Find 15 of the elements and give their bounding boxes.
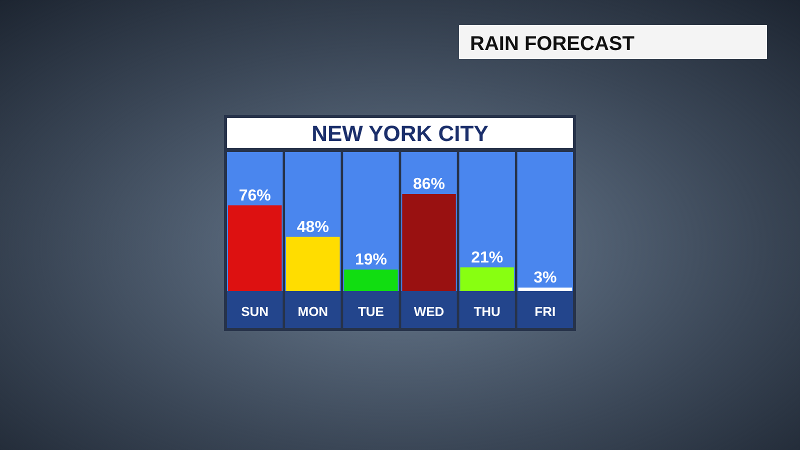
data-label: 86%	[413, 176, 446, 193]
x-tick-label: TUE	[358, 304, 384, 319]
data-label: 76%	[238, 187, 271, 204]
bar	[518, 288, 572, 291]
x-tick-label: WED	[414, 304, 444, 319]
data-label: 48%	[296, 218, 329, 236]
data-label: 19%	[354, 252, 387, 269]
data-label: 3%	[534, 270, 557, 287]
chart-subtitle: NEW YORK CITY	[312, 121, 489, 146]
x-tick-label: SUN	[241, 304, 269, 319]
data-label: 21%	[471, 249, 504, 266]
x-tick-label: THU	[474, 304, 500, 319]
chart-title: RAIN FORECAST	[470, 33, 634, 55]
x-tick-label: FRI	[534, 304, 556, 319]
x-tick-label: MON	[298, 304, 328, 319]
